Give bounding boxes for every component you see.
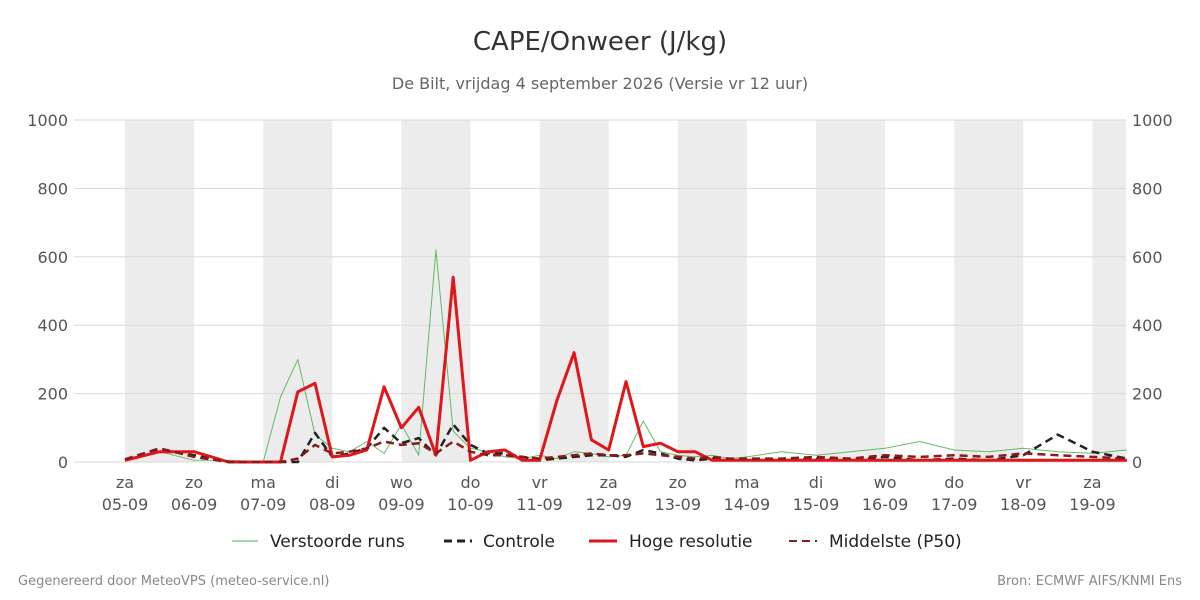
y-tick-label: 0 bbox=[1132, 453, 1142, 472]
chart-subtitle: De Bilt, vrijdag 4 september 2026 (Versi… bbox=[392, 74, 808, 93]
x-tick-date: 15-09 bbox=[793, 495, 840, 514]
x-tick-date: 16-09 bbox=[862, 495, 909, 514]
x-tick-day: vr bbox=[532, 473, 548, 492]
y-tick-label: 600 bbox=[37, 248, 68, 267]
x-tick-day: za bbox=[116, 473, 134, 492]
day-shade-band bbox=[125, 120, 195, 462]
x-tick-date: 06-09 bbox=[171, 495, 218, 514]
day-shade-band bbox=[954, 120, 1024, 462]
day-shade-band bbox=[1092, 120, 1126, 462]
x-tick-day: do bbox=[461, 473, 481, 492]
x-tick-date: 14-09 bbox=[724, 495, 771, 514]
y-tick-label: 200 bbox=[37, 385, 68, 404]
x-tick-day: do bbox=[944, 473, 964, 492]
chart-title: CAPE/Onweer (J/kg) bbox=[473, 27, 727, 57]
series-layer bbox=[124, 249, 1128, 464]
y-axis-left: 0 200 400 600 800 1000 bbox=[27, 111, 68, 472]
x-tick-date: 13-09 bbox=[655, 495, 702, 514]
x-tick-date: 12-09 bbox=[585, 495, 632, 514]
x-tick-day: wo bbox=[874, 473, 897, 492]
x-tick-day: di bbox=[809, 473, 824, 492]
x-tick-date: 09-09 bbox=[378, 495, 425, 514]
series-line-middelste-p50 bbox=[124, 440, 1127, 464]
legend-label-verstoorde: Verstoorde runs bbox=[270, 532, 405, 552]
day-shade-band bbox=[677, 120, 747, 462]
legend: Verstoorde runs Controle Hoge resolutie … bbox=[232, 532, 962, 552]
x-tick-day: zo bbox=[185, 473, 203, 492]
weekend-shading bbox=[125, 120, 1126, 462]
x-tick-day: di bbox=[325, 473, 340, 492]
day-shade-band bbox=[539, 120, 609, 462]
x-axis: za 05-09 zo 06-09 ma 07-09 di 08-09 wo 09-09 do 10-… bbox=[102, 473, 1116, 514]
x-tick-date: 10-09 bbox=[447, 495, 494, 514]
legend-label-hoge-resolutie: Hoge resolutie bbox=[629, 532, 753, 552]
footer-source: Bron: ECMWF AIFS/KNMI Ens bbox=[997, 574, 1182, 589]
x-tick-day: za bbox=[1083, 473, 1101, 492]
x-tick-date: 05-09 bbox=[102, 495, 149, 514]
y-tick-label: 800 bbox=[37, 179, 68, 198]
y-tick-label: 200 bbox=[1132, 385, 1163, 404]
footer-generated: Gegenereerd door MeteoVPS (meteo-service… bbox=[18, 574, 329, 589]
y-tick-label: 0 bbox=[58, 453, 68, 472]
y-axis-right: 0 200 400 600 800 1000 bbox=[1132, 111, 1173, 472]
x-tick-day: zo bbox=[669, 473, 687, 492]
legend-label-controle: Controle bbox=[483, 532, 555, 552]
x-tick-day: wo bbox=[390, 473, 413, 492]
series-line-controle bbox=[124, 423, 1128, 464]
x-tick-date: 19-09 bbox=[1069, 495, 1116, 514]
legend-label-middelste: Middelste (P50) bbox=[829, 532, 962, 552]
x-tick-date: 17-09 bbox=[931, 495, 978, 514]
y-tick-label: 1000 bbox=[27, 111, 68, 130]
series-line-hoge-resolutie bbox=[124, 275, 1127, 464]
x-tick-date: 18-09 bbox=[1000, 495, 1047, 514]
x-tick-day: za bbox=[600, 473, 618, 492]
x-tick-date: 08-09 bbox=[309, 495, 356, 514]
x-tick-day: vr bbox=[1015, 473, 1031, 492]
x-tick-date: 11-09 bbox=[516, 495, 563, 514]
y-tick-label: 1000 bbox=[1132, 111, 1173, 130]
x-tick-day: ma bbox=[734, 473, 759, 492]
y-tick-label: 400 bbox=[37, 316, 68, 335]
y-tick-label: 400 bbox=[1132, 316, 1163, 335]
day-shade-band bbox=[816, 120, 886, 462]
y-tick-label: 800 bbox=[1132, 179, 1163, 198]
x-tick-day: ma bbox=[251, 473, 276, 492]
day-shade-band bbox=[401, 120, 471, 462]
y-tick-label: 600 bbox=[1132, 248, 1163, 267]
x-tick-date: 07-09 bbox=[240, 495, 287, 514]
